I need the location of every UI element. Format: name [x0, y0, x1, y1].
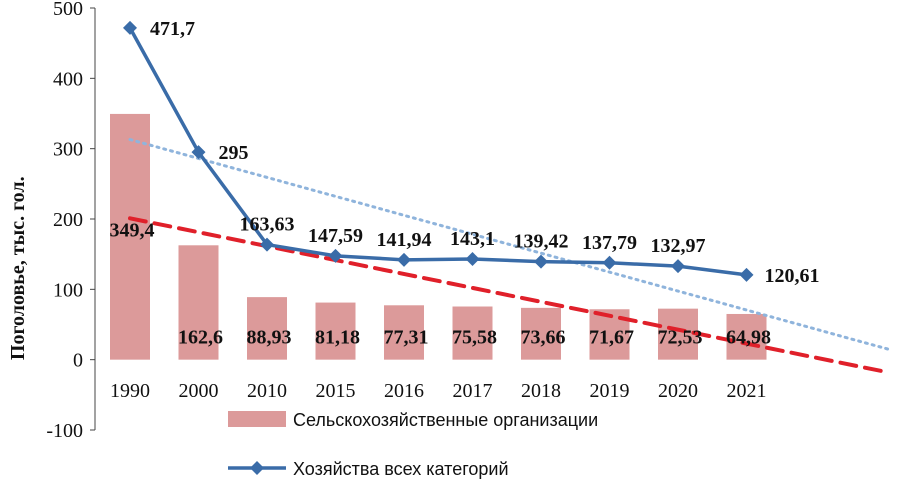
bar-data-labels: 349,4 162,6 88,93 81,18 77,31 75,58 73,66 71,67…: [110, 220, 772, 349]
bar-data-label: 64,98: [726, 327, 771, 349]
bar-series: [110, 113, 767, 360]
line-point: [123, 20, 137, 35]
legend-label-bars: Сельскохозяйственные организации: [293, 410, 598, 430]
y-tick-label: 400: [53, 68, 83, 90]
bar: [315, 302, 356, 360]
line-point: [397, 252, 411, 267]
x-tick-label: 2010: [247, 380, 287, 402]
bar: [726, 313, 767, 360]
line-point: [260, 237, 274, 252]
x-tick-label: 2000: [179, 380, 219, 402]
line-data-label: 471,7: [150, 18, 195, 40]
line-data-label: 163,63: [240, 214, 295, 236]
line-point: [534, 254, 548, 269]
bar-data-label: 81,18: [315, 327, 360, 349]
line-data-label: 141,94: [377, 229, 432, 251]
legend-label-line: Хозяйства всех категорий: [293, 459, 509, 479]
bar-data-label: 72,53: [658, 327, 703, 349]
line-point: [739, 267, 754, 282]
x-tick-label: 2019: [590, 380, 630, 402]
trendline-dashed: [128, 216, 890, 375]
bar-data-label: 77,31: [384, 327, 429, 349]
x-tick-label: 2016: [384, 380, 424, 402]
y-tick-label: 0: [73, 350, 83, 372]
line-point: [191, 145, 206, 160]
x-tick-label: 2020: [658, 380, 698, 402]
bar-data-label: 88,93: [247, 327, 292, 349]
x-tick-label: 2018: [521, 380, 561, 402]
x-tick-label: 2017: [453, 380, 493, 402]
x-axis-ticks: 1990 2000 2010 2015 2016 2017 2018 2019 2020 2021: [110, 380, 767, 402]
bar-data-label: 349,4: [110, 220, 155, 242]
y-axis-label: Поголовье, тыс. гол.: [7, 176, 29, 360]
bar: [452, 306, 493, 360]
bar: [178, 245, 219, 360]
y-tick-label: 300: [53, 139, 83, 161]
line-series: [123, 20, 754, 282]
y-tick-label: 200: [53, 209, 83, 231]
trendline-dotted: [128, 138, 890, 351]
bar: [521, 307, 561, 360]
y-tick-label: -100: [46, 420, 83, 442]
line-data-label: 295: [219, 142, 249, 164]
line-data-label: 143,1: [450, 228, 495, 250]
line-data-label: 137,79: [582, 232, 637, 254]
legend: Сельскохозяйственные организации Хозяйст…: [228, 410, 598, 479]
bar-data-label: 71,67: [589, 327, 634, 349]
line-data-labels: 471,7 295 163,63 147,59 141,94 143,1 139,42 137…: [150, 18, 820, 287]
bar-data-label: 73,66: [521, 327, 566, 349]
line-point: [328, 248, 343, 263]
y-axis-title: Поголовье, тыс. гол.: [7, 176, 29, 360]
bar: [384, 305, 424, 360]
trendlines: [128, 138, 890, 375]
bar: [247, 297, 287, 360]
series-line: [128, 27, 747, 277]
line-data-label: 132,97: [651, 235, 706, 257]
bar-data-label: 162,6: [178, 327, 223, 349]
bar: [110, 113, 150, 360]
x-tick-label: 1990: [110, 380, 150, 402]
y-tick-label: 500: [53, 0, 83, 20]
line-point: [465, 252, 480, 267]
bar-data-label: 75,58: [452, 327, 497, 349]
y-tick-label: 100: [53, 279, 83, 301]
x-tick-label: 2021: [727, 380, 767, 402]
y-axis-ticks: -100 0 100 200 300 400 500: [46, 0, 95, 442]
line-data-label: 147,59: [308, 225, 363, 247]
legend-marker-line: [250, 461, 264, 475]
x-tick-label: 2015: [316, 380, 356, 402]
bar: [658, 308, 698, 360]
line-point: [671, 259, 685, 274]
line-data-label: 139,42: [514, 231, 569, 253]
line-data-label: 120,61: [765, 265, 820, 287]
line-point: [602, 255, 617, 270]
legend-swatch-bars: [228, 411, 286, 427]
